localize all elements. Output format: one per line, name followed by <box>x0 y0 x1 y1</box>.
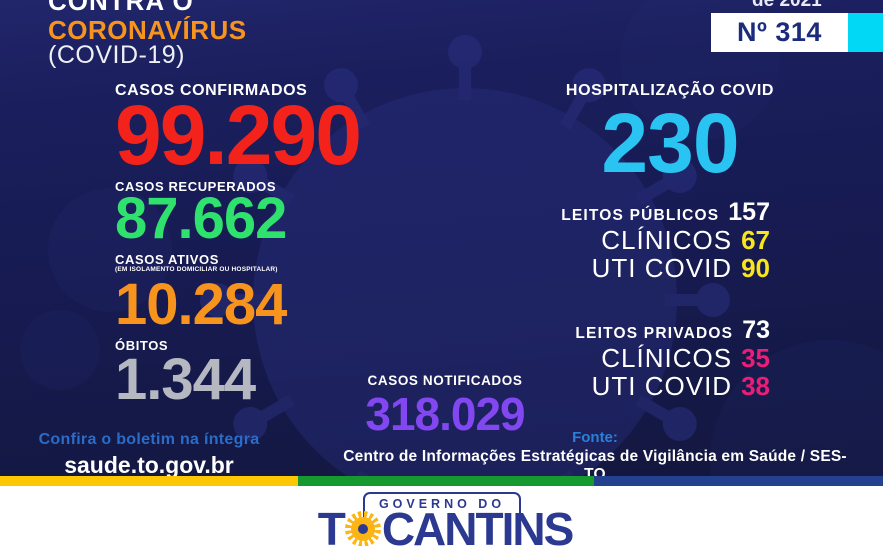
private-icu-beds-value: 38 <box>741 371 770 402</box>
notified-cases-block: CASOS NOTIFICADOS 318.029 <box>325 374 565 437</box>
public-icu-beds-value: 90 <box>741 253 770 284</box>
bulletin-date-fragment: de 2021 <box>752 0 822 11</box>
private-beds-label: LEITOS PRIVADOS <box>575 325 734 342</box>
stripe-blue-segment <box>594 476 883 486</box>
active-cases-value: 10.284 <box>115 272 287 337</box>
recovered-cases-label: CASOS RECUPERADOS <box>115 179 277 194</box>
bulletin-link-block: Confira o boletim na íntegra saude.to.go… <box>28 431 270 479</box>
bulletin-link-cta: Confira o boletim na íntegra <box>38 431 260 448</box>
campaign-title-line3: (COVID-19) <box>48 41 185 69</box>
hospitalization-value: 230 <box>601 96 739 190</box>
logo-letter-prefix: T <box>317 503 346 546</box>
government-logo-line1: GOVERNO DO <box>378 497 506 511</box>
public-beds-total: 157 <box>728 198 770 226</box>
logo-letters-suffix: CANTINS <box>381 503 574 546</box>
private-icu-beds-label: UTI COVID <box>591 371 733 402</box>
private-clinical-beds-label: CLÍNICOS <box>601 343 733 373</box>
public-clinical-beds-value: 67 <box>741 225 770 255</box>
government-logo-line2: T CANTINS <box>300 506 590 546</box>
public-beds-label: LEITOS PÚBLICOS <box>561 207 720 224</box>
recovered-cases-value: 87.662 <box>115 186 287 251</box>
public-icu-beds-label: UTI COVID <box>591 253 733 284</box>
private-beds-block: LEITOS PRIVADOS 73 CLÍNICOS 35 UTI COVID… <box>575 316 770 402</box>
health-department-url[interactable]: saude.to.gov.br <box>64 452 234 478</box>
private-beds-total: 73 <box>742 316 770 344</box>
hospitalization-label: HOSPITALIZAÇÃO COVID <box>565 82 775 99</box>
stripe-green-segment <box>298 476 594 486</box>
deaths-value: 1.344 <box>115 347 256 412</box>
private-clinical-beds-value: 35 <box>741 343 770 373</box>
public-clinical-beds-label: CLÍNICOS <box>601 225 733 255</box>
stripe-yellow-segment <box>0 476 298 486</box>
logo-bracket-frame <box>363 492 521 520</box>
active-cases-sublabel: (EM ISOLAMENTO DOMICILIAR OU HOSPITALAR) <box>115 266 278 273</box>
confirmed-cases-label: CASOS CONFIRMADOS <box>115 82 308 99</box>
notified-cases-value: 318.029 <box>365 387 525 440</box>
sun-star-icon <box>344 511 381 546</box>
source-block: Fonte: Centro de Informações Estratégica… <box>335 429 855 484</box>
source-label: Fonte: <box>572 429 618 446</box>
bulletin-number-box: Nº 314 <box>711 13 848 52</box>
notified-cases-label: CASOS NOTIFICADOS <box>367 373 523 388</box>
public-beds-block: LEITOS PÚBLICOS 157 CLÍNICOS 67 UTI COVI… <box>561 198 770 284</box>
confirmed-cases-value: 99.290 <box>115 88 362 182</box>
campaign-title-line2: CORONAVÍRUS <box>48 15 247 45</box>
cyan-accent-block <box>848 13 883 52</box>
active-cases-label: CASOS ATIVOS <box>115 252 219 267</box>
deaths-label: ÓBITOS <box>115 338 169 353</box>
campaign-title-line1: CONTRA O <box>48 0 194 16</box>
hospitalization-block: HOSPITALIZAÇÃO COVID 230 <box>545 82 795 190</box>
government-footer: GOVERNO DO T CANTINS <box>0 486 883 546</box>
bulletin-number: Nº 314 <box>737 17 822 47</box>
